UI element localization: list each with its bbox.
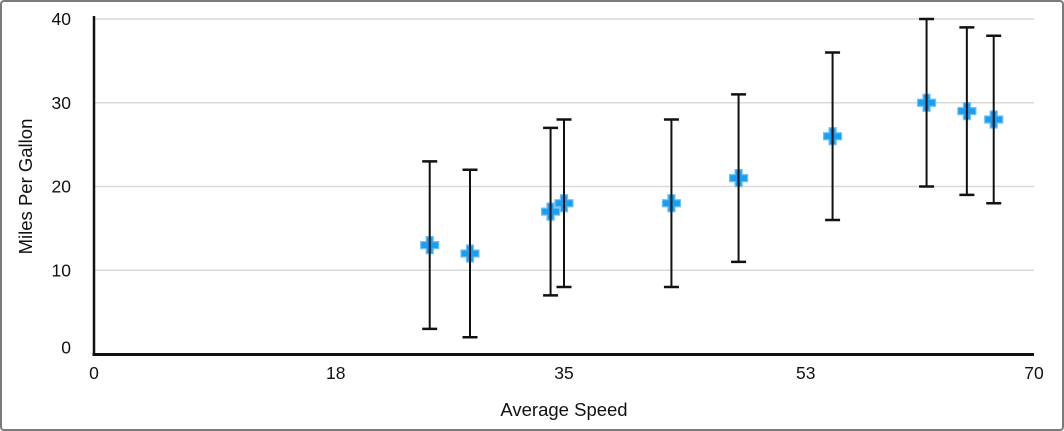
y-tick-label: 0 xyxy=(61,338,71,358)
x-tick-label: 53 xyxy=(796,363,815,383)
x-tick-label: 0 xyxy=(89,363,99,383)
error-bar xyxy=(731,93,747,264)
error-bar xyxy=(825,51,841,222)
y-tick-label: 40 xyxy=(52,9,72,29)
error-bars xyxy=(422,17,1002,339)
x-tick-label: 18 xyxy=(326,363,345,383)
data-points xyxy=(420,93,1004,263)
axes xyxy=(92,16,1034,356)
error-bar xyxy=(986,34,1002,205)
x-tick-label: 35 xyxy=(554,363,573,383)
y-tick-label: 20 xyxy=(52,177,72,197)
error-bar xyxy=(556,118,572,289)
y-axis-title: Miles Per Gallon xyxy=(15,119,36,255)
y-tick-label: 10 xyxy=(52,260,72,280)
error-bar xyxy=(462,168,478,339)
tick-labels: 0 18 35 53 70 0 10 20 30 40 xyxy=(52,9,1044,383)
error-bar xyxy=(919,17,935,188)
y-tick-label: 30 xyxy=(52,93,72,113)
x-tick-label: 70 xyxy=(1024,363,1044,383)
error-bar xyxy=(543,126,559,297)
error-bar xyxy=(422,160,438,331)
x-axis-title: Average Speed xyxy=(500,399,627,420)
error-bar xyxy=(959,26,975,197)
error-bar xyxy=(663,118,679,289)
